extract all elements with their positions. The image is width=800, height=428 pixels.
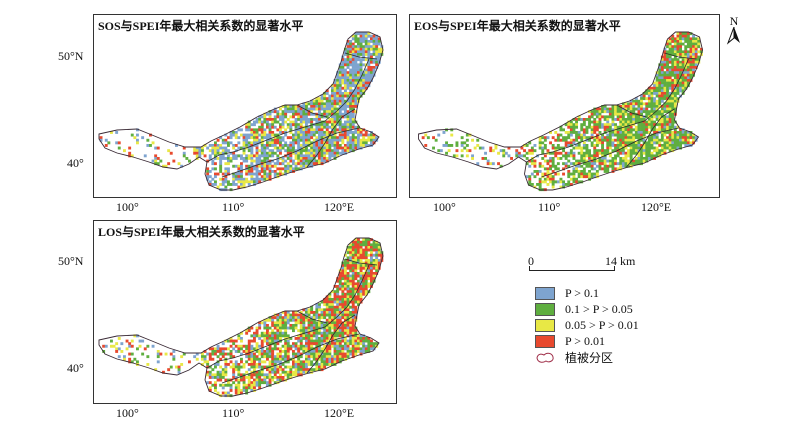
- map-legend: 0 14 km P > 0.1 0.1 > P > 0.05 0.05 > P …: [523, 254, 683, 366]
- scale-bar-line: [529, 270, 615, 271]
- map-content: [98, 237, 384, 398]
- lon-label-100-p3: 100°: [116, 406, 139, 420]
- lon-label-120e-p2: 120°E: [641, 200, 672, 214]
- north-label: N: [729, 14, 739, 28]
- significance-raster: [421, 32, 703, 192]
- legend-item-p-0-1-0-05: 0.1 > P > 0.05: [535, 302, 633, 316]
- zone-boundary: [344, 52, 378, 60]
- zone-outline-icon: [536, 352, 554, 363]
- lon-label-100-p2: 100°: [433, 200, 456, 214]
- legend-swatch: [535, 302, 555, 316]
- legend-label: P > 0.1: [565, 285, 599, 300]
- lon-label-110-p1: 110°: [222, 200, 245, 214]
- map-panel-sos: SOS与SPEI年最大相关系数的显著水平: [93, 14, 397, 198]
- zone-boundary: [221, 333, 360, 384]
- significance-raster: [99, 32, 384, 192]
- zone-boundary: [541, 127, 679, 178]
- lat-label-50n-top: 50°N: [58, 49, 84, 63]
- lon-label-110-p2: 110°: [538, 200, 561, 214]
- scale-bar-tick-left: [529, 266, 530, 270]
- panel-title-sos: SOS与SPEI年最大相关系数的显著水平: [98, 19, 304, 33]
- zone-boundary: [296, 310, 328, 324]
- zone-boundary: [344, 258, 378, 266]
- map-content: [98, 31, 384, 192]
- zone-boundary: [206, 120, 326, 163]
- zone-boundary: [644, 58, 689, 122]
- region-outline: [98, 237, 384, 397]
- zone-boundary: [324, 264, 370, 328]
- region-outline: [418, 31, 703, 191]
- zone-boundary: [664, 52, 697, 60]
- legend-label: 0.1 > P > 0.05: [565, 301, 633, 316]
- legend-label: P > 0.01: [565, 333, 605, 348]
- north-arrow-icon: [726, 27, 740, 45]
- zone-boundary: [324, 58, 370, 122]
- legend-item-p-gt-0-1: P > 0.1: [535, 286, 599, 300]
- legend-item-vegetation-zone: 植被分区: [535, 350, 614, 365]
- zone-boundary: [616, 104, 647, 118]
- legend-swatch: [535, 334, 555, 348]
- map-panel-los: LOS与SPEI年最大相关系数的显著水平: [93, 220, 397, 404]
- scale-bar-end: 14 km: [605, 254, 636, 268]
- scale-bar-tick-right: [614, 266, 615, 270]
- panel-title-los: LOS与SPEI年最大相关系数的显著水平: [98, 225, 305, 239]
- scale-bar-start: 0: [528, 254, 534, 268]
- legend-swatch: [535, 286, 555, 300]
- legend-item-p-0-05-0-01: 0.05 > P > 0.01: [535, 318, 639, 332]
- lat-label-40-bottom: 40°: [67, 361, 84, 375]
- zone-boundary: [526, 120, 645, 163]
- map-content: [418, 31, 703, 192]
- lon-label-100-p1: 100°: [116, 200, 139, 214]
- map-canvas-los: [98, 237, 384, 398]
- zone-boundary: [206, 326, 326, 369]
- map-canvas-eos: [418, 31, 703, 192]
- legend-label: 0.05 > P > 0.01: [565, 317, 639, 332]
- panel-title-eos: EOS与SPEI年最大相关系数的显著水平: [414, 19, 621, 33]
- zone-boundary: [221, 127, 360, 178]
- lon-label-120e-p1: 120°E: [324, 200, 355, 214]
- legend-item-p-0-01: P > 0.01: [535, 334, 605, 348]
- lat-label-40-top: 40°: [67, 156, 84, 170]
- lat-label-50n-bottom: 50°N: [58, 254, 84, 268]
- region-outline: [98, 31, 384, 191]
- map-canvas-sos: [98, 31, 384, 192]
- lon-label-110-p3: 110°: [222, 406, 245, 420]
- legend-label: 植被分区: [565, 350, 614, 365]
- legend-swatch: [535, 318, 555, 332]
- lon-label-120e-p3: 120°E: [324, 406, 355, 420]
- north-arrow: N: [726, 14, 742, 45]
- map-panel-eos: EOS与SPEI年最大相关系数的显著水平: [409, 14, 720, 198]
- zone-boundary: [296, 104, 328, 118]
